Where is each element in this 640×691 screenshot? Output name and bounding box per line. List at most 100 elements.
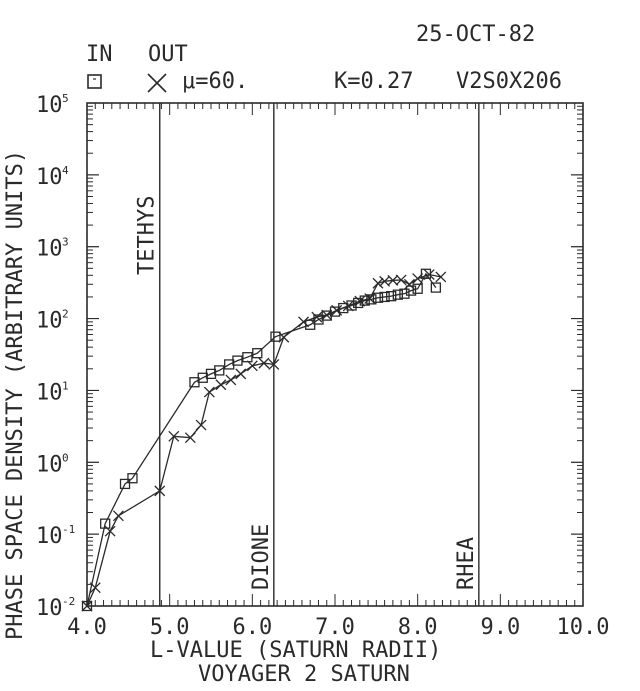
x-tick-label: 8.0 [398,615,438,640]
x-tick-label: 5.0 [150,615,190,640]
y-tick-label: 10 [36,165,63,190]
data-point-out [195,419,207,431]
data-point-out-stroke [246,360,258,372]
data-point-in [232,355,243,366]
data-point-out [321,309,333,321]
data-point-out [215,379,227,391]
data-point-out [154,485,166,497]
data-point-in [352,297,364,309]
data-point-out-stroke [235,368,247,380]
legend-out-x-marker [147,73,167,93]
data-point-out [184,432,196,444]
data-point-out [395,274,407,286]
data-point-out-stroke [331,304,343,316]
data-point-in [119,478,131,490]
data-point-in [430,282,442,293]
y-tick-exponent: -2 [62,595,75,608]
data-point-out [203,386,215,398]
mu-label: μ=60. [182,69,248,94]
data-point-out [235,368,247,380]
y-tick-exponent: 5 [62,92,69,105]
data-point-out [412,273,424,285]
data-point-out-stroke [89,582,101,594]
data-point-in [386,291,397,302]
x-tick-label: 6.0 [232,615,272,640]
x-tick-labels: 4.0 5.0 6.0 7.0 8.0 9.0 10.0 [67,615,609,640]
date-label: 25-OCT-82 [416,22,535,47]
dataset-id-label: V2S0X206 [456,69,562,94]
data-point-in [127,473,138,484]
data-point-out-stroke [423,269,435,280]
y-tick-exponent: 4 [62,164,69,177]
data-point-out [354,295,366,307]
data-point-out-stroke [403,278,415,290]
data-point-out-stroke [435,271,447,283]
data-point-out-stroke [258,357,270,369]
data-point-out-stroke [321,309,333,321]
subtitle: VOYAGER 2 SATURN [198,662,410,687]
y-axis-label: PHASE SPACE DENSITY (ARBITRARY UNITS) [3,150,28,640]
data-point-out [225,374,237,386]
data-point-in [392,289,403,300]
data-point-out-stroke [395,274,407,286]
moon-label-tethys: TETHYS [135,196,160,275]
data-point-out [364,293,376,305]
data-point-out-stroke [154,485,166,497]
x-tick-label: 10.0 [557,615,610,640]
y-tick-label: 10 [36,309,63,334]
data-point-out-stroke [168,430,180,442]
data-point-in [205,368,217,380]
data-point-in [372,292,384,303]
y-tick-exponent: 2 [62,308,69,321]
data-point-out-stroke [311,311,323,323]
y-tick-label: 10 [36,93,63,118]
data-point-out-stroke [278,331,290,343]
legend-in-label: IN [86,42,113,67]
data-point-out [311,311,323,323]
data-point-out [423,269,435,280]
data-point-out-stroke [412,273,424,285]
data-point-out [435,271,447,283]
data-point-out [387,274,399,286]
data-point-out [81,600,93,612]
data-point-out [104,525,116,537]
data-point-out [278,331,290,343]
moon-label-dione: DIONE [249,524,274,590]
moon-label-rhea: RHEA [454,537,479,590]
data-point-in [100,518,111,529]
y-tick-label: 10 [36,596,63,621]
data-point-out [112,510,124,522]
data-point-out-stroke [81,600,93,612]
data-point-out-stroke [203,386,215,398]
legend-in-square-marker [87,74,102,89]
data-point-out-stroke [215,379,227,391]
data-point-in [252,348,263,359]
data-point-out [246,360,258,372]
data-point-out [89,582,101,594]
data-point-out-stroke [268,358,280,370]
data-point-out-stroke [354,295,366,307]
data-point-out-stroke [342,300,354,312]
data-point-out [403,278,415,290]
data-point-out [258,357,270,369]
x-tick-label: 9.0 [480,615,520,640]
data-point-out [342,300,354,312]
y-tick-label: 10 [36,452,63,477]
data-point-in [214,365,225,376]
data-point-out-stroke [104,525,116,537]
x-axis-label: L-VALUE (SATURN RADII) [150,638,441,663]
data-point-out-stroke [225,374,237,386]
legend-out-label: OUT [148,42,188,67]
data-point-in [379,291,390,303]
x-tick-label: 7.0 [315,615,355,640]
y-tick-exponent: -1 [62,523,75,536]
data-point-out-stroke [184,432,196,444]
y-tick-label: 10 [36,380,63,405]
data-point-out [298,316,310,328]
data-point-out-stroke [298,316,310,328]
y-tick-label: 10 [36,524,63,549]
plot-frame [86,102,584,607]
data-point-out-stroke [112,510,124,522]
x-tick-label: 4.0 [67,615,107,640]
